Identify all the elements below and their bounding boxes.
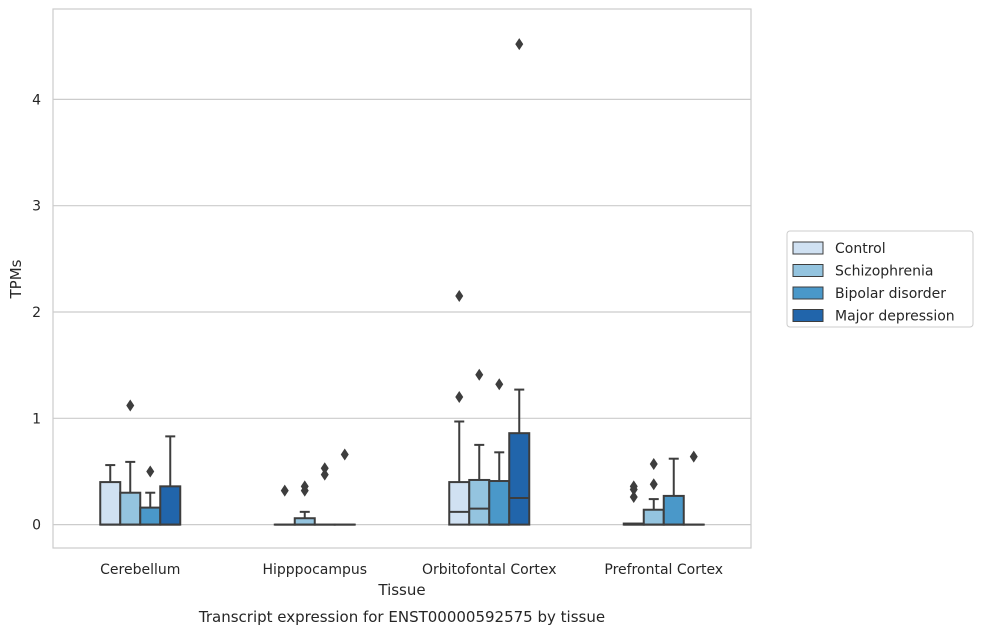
legend-swatch-1 [792, 264, 824, 277]
x-tick-label-2: Orbitofontal Cortex [422, 562, 557, 578]
outlier-point-0 [495, 378, 504, 391]
outlier-point-0 [455, 391, 464, 404]
outlier-point-1 [649, 458, 658, 471]
outlier-point-0 [515, 38, 524, 51]
box-body [488, 480, 511, 526]
box-body [642, 508, 665, 526]
box-3-1 [642, 458, 665, 526]
x-axis-label: Tissue [377, 581, 425, 599]
box-0-0 [99, 464, 122, 526]
outlier-point-0 [475, 368, 484, 381]
x-axis-ticks: Cerebellum Hipppocampus Orbitofontal Corte… [100, 562, 723, 578]
y-axis-ticks: 0 1 2 3 4 [32, 92, 41, 533]
outlier-point-0 [340, 448, 349, 461]
box-1-3 [333, 448, 356, 526]
box-3-3 [682, 450, 705, 526]
outlier-point-0 [320, 468, 329, 481]
y-tick-label-2: 2 [32, 305, 41, 321]
box-0-1 [119, 399, 142, 526]
legend-frame [786, 230, 974, 328]
box-body [508, 432, 531, 526]
y-tick-label-4: 4 [32, 92, 41, 108]
box-1-1 [293, 480, 316, 526]
box-body [468, 478, 491, 526]
legend: Control Schizophrenia Bipolar disorder Majo… [786, 230, 974, 328]
outlier-point-1 [320, 462, 329, 475]
outlier-point-0 [146, 465, 155, 478]
plot-area [99, 38, 705, 526]
legend-swatch-2 [792, 286, 824, 300]
x-tick-label-0: Cerebellum [100, 562, 180, 578]
grid-lines [53, 98, 751, 526]
box-body [448, 481, 471, 526]
box-body [119, 491, 142, 526]
box-0-2 [139, 465, 162, 526]
outlier-point-0 [280, 484, 289, 497]
y-tick-label-0: 0 [32, 518, 41, 534]
box-0-3 [159, 435, 182, 526]
box-body [159, 485, 182, 526]
legend-label-3: Major depression [835, 309, 955, 325]
y-axis-label: TPMs [7, 259, 25, 299]
y-tick-label-3: 3 [32, 199, 41, 215]
box-2-0 [448, 290, 471, 526]
chart-caption: Transcript expression for ENST0000059257… [198, 608, 605, 626]
box-2-2 [488, 378, 511, 526]
outlier-point-0 [629, 490, 638, 503]
legend-swatch-0 [792, 241, 824, 255]
box-1-0 [273, 484, 296, 526]
outlier-point-1 [300, 480, 309, 493]
legend-label-2: Bipolar disorder [835, 286, 946, 302]
box-1-2 [313, 462, 336, 526]
y-tick-label-1: 1 [32, 411, 41, 427]
outlier-point-2 [629, 480, 638, 493]
box-3-2 [662, 457, 685, 526]
plot-frame [52, 8, 752, 549]
legend-swatch-3 [792, 309, 824, 322]
box-body [139, 506, 162, 526]
outlier-point-0 [689, 450, 698, 463]
legend-label-1: Schizophrenia [835, 264, 933, 280]
box-3-0 [622, 480, 645, 526]
box-body [662, 494, 685, 526]
box-body [99, 481, 122, 526]
box-2-1 [468, 368, 491, 526]
x-tick-label-1: Hipppocampus [262, 562, 367, 578]
legend-label-0: Control [835, 241, 886, 257]
x-tick-label-3: Prefrontal Cortex [604, 562, 723, 578]
outlier-point-0 [126, 399, 135, 412]
outlier-point-1 [455, 290, 464, 303]
outlier-point-0 [649, 478, 658, 491]
box-2-3 [508, 38, 531, 526]
